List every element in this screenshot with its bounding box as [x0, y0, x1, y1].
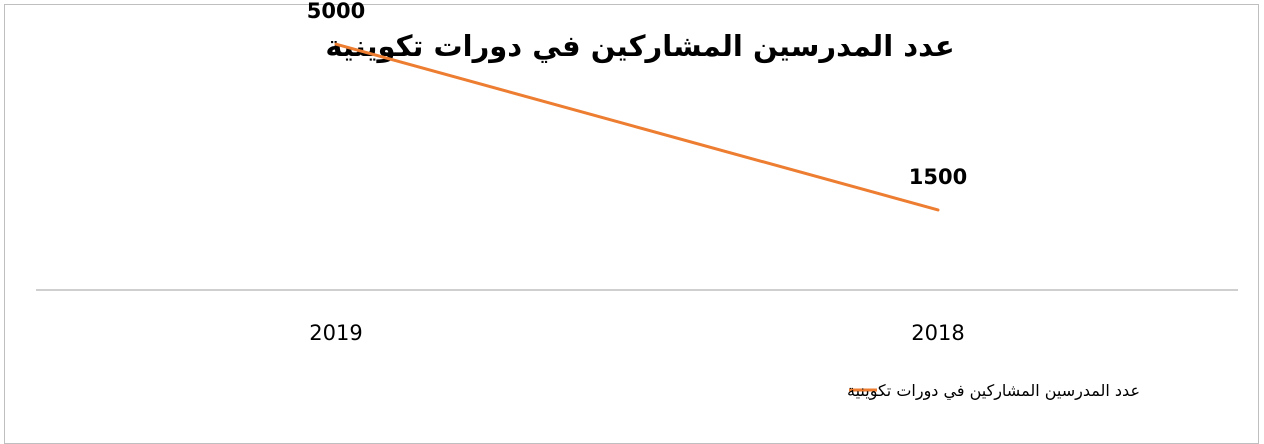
legend-label: عدد المدرسين المشاركين في دورات تكوينية: [847, 381, 1140, 401]
chart-title: عدد المدرسين المشاركين في دورات تكوينية: [325, 29, 954, 63]
x-tick-label: 2018: [911, 321, 964, 345]
x-tick-label: 2019: [309, 321, 362, 345]
series-line: [334, 42, 940, 212]
data-label: 1500: [909, 165, 967, 189]
chart-marks: 1500 5000 2018 2019: [307, 0, 967, 345]
data-label: 5000: [307, 0, 365, 23]
chart-frame: [4, 4, 1259, 444]
legend: عدد المدرسين المشاركين في دورات تكوينية: [847, 381, 1140, 401]
line-chart: عدد المدرسين المشاركين في دورات تكوينية …: [36, 0, 1238, 401]
